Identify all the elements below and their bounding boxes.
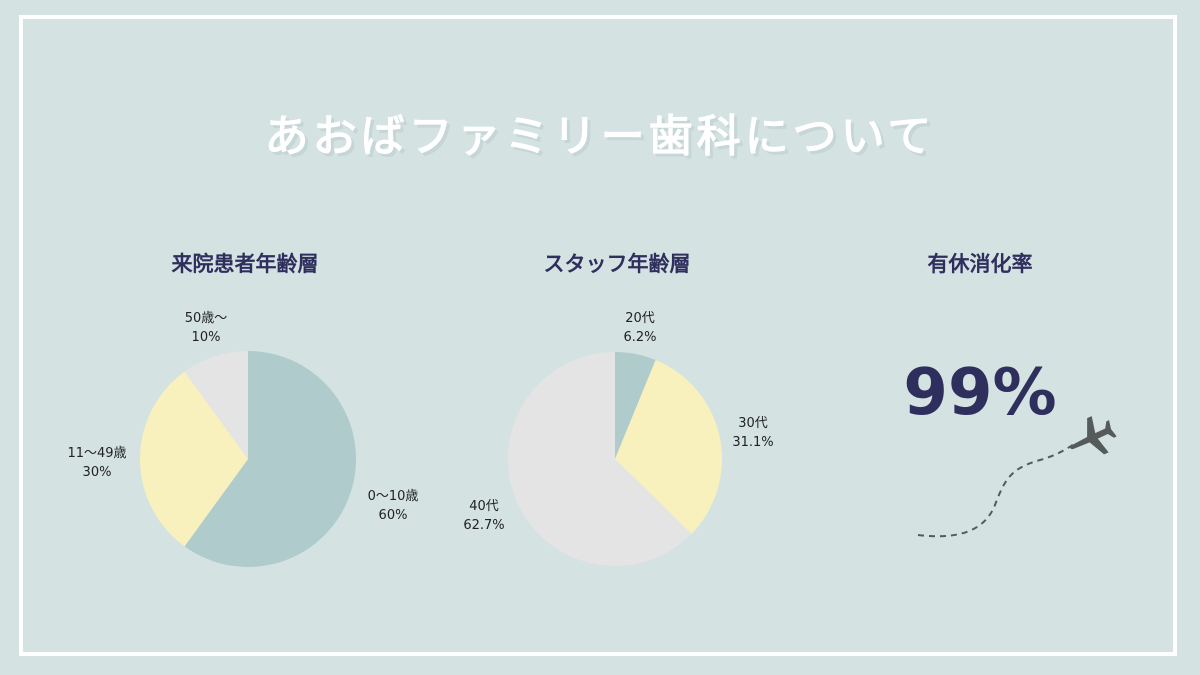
airplane-icon [1070,416,1117,455]
staff-slice-2 [507,352,692,566]
patients-slice-label-0: 0〜10歳 [368,489,419,504]
vacation-rate-value: 99% [903,356,1057,430]
patients-slice-value-0: 60% [379,508,408,523]
staff-slice-value-0: 6.2% [623,330,656,345]
patients-slice-0 [184,351,356,567]
staff-slice-label-1: 30代 [738,416,768,431]
dashed-flight-path [917,443,1075,538]
page-title: あおばファミリー歯科について [264,111,936,162]
staff-slice-label-0: 20代 [625,311,655,326]
patients-slice-label-1: 11〜49歳 [67,446,126,461]
patients-pie-chart: 0〜10歳 60% 11〜49歳 30% 50歳〜 10% [67,311,418,567]
staff-pie-chart: 20代 6.2% 30代 31.1% 40代 62.7% [463,311,774,566]
patients-slice-1 [140,371,248,547]
patients-slice-label-2: 50歳〜 [185,311,228,326]
patients-slice-value-1: 30% [83,465,112,480]
vacation-title: 有休消化率 [927,252,1033,276]
page-frame [19,15,1177,656]
staff-slice-0 [615,352,656,459]
staff-slice-value-2: 62.7% [463,518,504,533]
staff-slice-label-2: 40代 [469,499,499,514]
patients-chart-title: 来院患者年齢層 [171,252,319,276]
patients-slice-2 [184,351,248,459]
staff-slice-1 [615,360,722,534]
patients-slice-value-2: 10% [192,330,221,345]
staff-slice-value-1: 31.1% [732,435,773,450]
staff-chart-title: スタッフ年齢層 [543,252,691,276]
